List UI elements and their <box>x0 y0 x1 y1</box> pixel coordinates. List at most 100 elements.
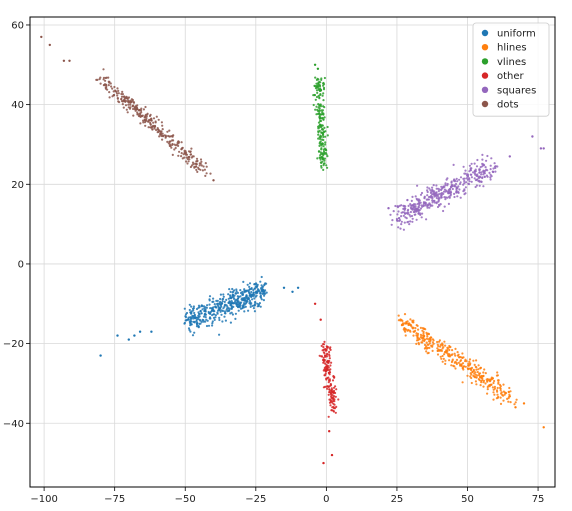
data-point <box>208 299 211 302</box>
data-point <box>122 106 125 109</box>
data-point <box>329 346 332 349</box>
data-point <box>456 180 459 183</box>
data-point <box>426 343 429 346</box>
data-point <box>111 87 114 90</box>
data-point <box>397 226 400 229</box>
data-point <box>138 108 141 112</box>
data-point <box>420 216 423 219</box>
data-point <box>322 99 325 102</box>
data-point <box>323 159 326 162</box>
data-point <box>476 158 479 162</box>
data-point <box>195 157 199 160</box>
data-point <box>496 371 499 374</box>
data-point <box>444 362 447 365</box>
data-point <box>326 352 329 355</box>
data-point <box>229 295 232 298</box>
data-point <box>496 379 500 382</box>
data-point <box>426 194 429 197</box>
data-point <box>470 162 473 165</box>
data-point <box>426 190 429 194</box>
data-point <box>116 87 119 90</box>
data-point <box>420 191 424 195</box>
data-point <box>329 392 332 395</box>
data-point <box>444 190 447 193</box>
data-point <box>409 215 412 218</box>
data-point <box>404 205 407 208</box>
x-tick-label: 50 <box>461 494 474 505</box>
data-point <box>423 197 426 200</box>
data-point <box>482 385 485 388</box>
data-point <box>121 90 124 93</box>
legend-marker-hlines <box>481 44 489 51</box>
data-point <box>191 161 195 164</box>
data-point <box>190 147 193 150</box>
data-point <box>492 167 495 170</box>
data-point <box>460 364 463 367</box>
data-point <box>204 316 207 319</box>
data-point <box>257 289 260 292</box>
data-point <box>416 336 419 340</box>
data-point <box>112 94 115 97</box>
data-point <box>106 88 109 91</box>
data-point <box>478 180 481 183</box>
data-point <box>195 307 199 311</box>
data-point <box>163 134 166 137</box>
data-point <box>327 415 330 418</box>
data-point <box>173 148 176 151</box>
data-point <box>181 157 184 160</box>
data-point <box>190 320 193 323</box>
data-point <box>492 381 495 385</box>
data-point <box>318 129 321 132</box>
data-point <box>469 362 472 365</box>
data-point <box>468 358 472 361</box>
data-point <box>327 371 330 375</box>
series-hlines <box>397 313 545 429</box>
data-point <box>314 87 318 90</box>
data-point <box>320 124 323 127</box>
data-point <box>463 179 466 183</box>
data-point <box>454 354 457 357</box>
data-point <box>324 374 327 377</box>
data-point <box>173 143 176 146</box>
data-point <box>212 316 216 319</box>
data-point <box>481 158 484 161</box>
data-point <box>316 77 319 80</box>
data-point <box>139 115 142 118</box>
data-point <box>131 98 134 102</box>
data-point <box>440 357 443 360</box>
data-point <box>200 160 203 163</box>
data-point <box>231 291 234 294</box>
data-point <box>127 99 130 102</box>
data-point <box>421 336 425 339</box>
data-point <box>110 85 113 88</box>
data-point <box>205 165 208 168</box>
data-point <box>444 344 447 347</box>
data-point <box>184 151 188 154</box>
data-point <box>147 126 150 129</box>
data-point <box>324 143 327 146</box>
data-point <box>322 168 325 171</box>
data-point <box>320 152 323 156</box>
data-point <box>454 367 457 370</box>
data-point <box>399 227 402 230</box>
data-point <box>131 105 134 108</box>
data-point <box>260 284 263 287</box>
data-point <box>436 205 440 209</box>
data-point <box>200 164 203 167</box>
data-point <box>171 153 174 156</box>
data-point <box>190 316 193 319</box>
data-point <box>137 114 140 118</box>
data-point <box>436 340 439 344</box>
data-point <box>325 153 328 156</box>
data-point <box>478 372 481 375</box>
data-point <box>450 354 453 357</box>
data-point <box>134 109 137 112</box>
data-point <box>223 315 226 318</box>
data-point <box>463 182 466 185</box>
data-point <box>142 108 145 111</box>
data-point <box>446 349 449 352</box>
data-point <box>187 160 190 163</box>
data-point <box>417 205 420 208</box>
data-point <box>132 107 135 111</box>
data-point <box>228 288 231 291</box>
